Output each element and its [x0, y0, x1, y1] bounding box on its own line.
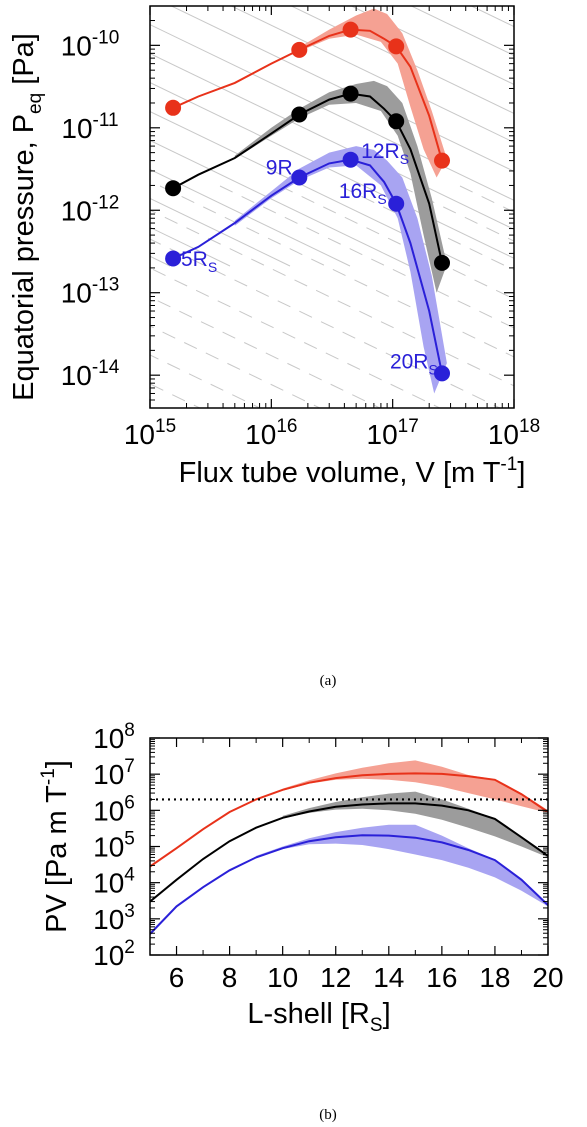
- plot-area-a: [150, 0, 587, 466]
- pv-line-solid: [150, 197, 291, 267]
- pv-background-lines: [150, 0, 587, 466]
- pv-line-dashed: [159, 185, 514, 358]
- y-axis-label-b: PV [Pa m T-1]: [38, 760, 73, 933]
- marker-a-red: [342, 21, 359, 38]
- pv-line-solid: [490, 0, 587, 266]
- band-b-black: [282, 791, 548, 858]
- pv-line-dashed: [150, 354, 262, 408]
- band-a-red: [299, 8, 447, 178]
- pv-line-solid: [550, 0, 587, 266]
- pv-line-solid: [150, 53, 514, 230]
- pv-line-dashed: [580, 186, 587, 466]
- marker-a-blue: [388, 195, 405, 212]
- y-tick-label-b: 107: [93, 756, 135, 790]
- marker-a-blue: [165, 250, 182, 267]
- x-tick-label-b: 8: [222, 962, 238, 993]
- x-tick-label-b: 20: [532, 962, 563, 993]
- marker-a-black: [388, 113, 405, 130]
- annotation-20r: 20RS: [390, 351, 438, 378]
- x-tick-label-a: 1015: [124, 416, 176, 450]
- plot-area-b: [150, 760, 548, 935]
- annotation-16r: 16RS: [339, 180, 387, 207]
- marker-a-black: [434, 254, 450, 271]
- x-tick-label-b: 18: [479, 962, 510, 993]
- caption-b: (b): [319, 1107, 337, 1123]
- pv-line-solid: [350, 6, 514, 86]
- marker-a-black: [165, 180, 182, 197]
- line-b-red: [150, 772, 548, 868]
- x-axis-label-a: Flux tube volume, V [m T-1]: [179, 454, 526, 489]
- pv-line-dashed: [150, 267, 442, 408]
- pv-line-dashed: [150, 209, 514, 387]
- y-tick-label-b: 106: [93, 792, 135, 826]
- x-tick-label-b: 12: [320, 962, 351, 993]
- pv-line-solid: [150, 168, 351, 267]
- y-tick-label-a: 10-14: [61, 357, 120, 391]
- pv-line-dashed: [150, 296, 382, 408]
- pv-line-solid: [230, 6, 514, 143]
- pv-line-dashed: [150, 238, 502, 408]
- x-tick-label-a: 1017: [367, 416, 419, 450]
- x-tick-label-a: 1018: [488, 416, 540, 450]
- marker-a-blue: [434, 365, 450, 382]
- marker-a-red: [388, 38, 405, 55]
- marker-a-black: [291, 106, 308, 123]
- marker-a-blue: [291, 169, 308, 186]
- marker-a-blue: [342, 151, 359, 168]
- band-b-blue: [256, 824, 548, 907]
- marker-a-black: [342, 85, 359, 102]
- pv-line-dashed: [399, 185, 514, 242]
- pv-line-solid: [410, 6, 514, 57]
- x-tick-label-b: 16: [426, 962, 457, 993]
- y-tick-label-b: 102: [93, 937, 135, 971]
- pv-line-solid: [150, 24, 514, 201]
- y-tick-label-a: 10-13: [61, 275, 120, 309]
- y-tick-label-a: 10-11: [61, 110, 118, 144]
- x-tick-label-b: 14: [373, 962, 404, 993]
- annotation-12r: 12RS: [361, 140, 409, 167]
- x-tick-label-b: 6: [169, 962, 185, 993]
- marker-a-red: [291, 41, 308, 58]
- y-tick-label-b: 105: [93, 829, 135, 863]
- line-b-blue: [150, 834, 548, 935]
- caption-a: (a): [320, 673, 337, 689]
- x-tick-label-a: 1016: [245, 416, 297, 450]
- pv-line-dashed: [279, 185, 514, 300]
- y-tick-label-b: 103: [93, 901, 135, 935]
- pv-line-solid: [150, 110, 471, 267]
- annotation-9r: 9RS: [266, 157, 302, 184]
- line-b-black: [150, 802, 548, 903]
- y-tick-label-b: 104: [93, 865, 135, 899]
- x-tick-label-b: 10: [267, 962, 298, 993]
- y-tick-label-b: 108: [93, 720, 135, 754]
- pv-line-solid: [170, 6, 514, 172]
- marker-a-red: [165, 99, 182, 116]
- band-b-red: [282, 760, 548, 813]
- marker-a-red: [434, 152, 450, 169]
- y-axis-label-a: Equatorial pressure, Peq [Pa]: [8, 33, 46, 401]
- chart-a: 1015 1016 1017 1018 10-14 10-13 10-12 10-11 10-1…: [8, 0, 587, 489]
- plot-frame-a: [149, 5, 515, 409]
- annotation-5r: 5RS: [181, 248, 217, 275]
- x-axis-label-b: L-shell [RS]: [247, 998, 390, 1036]
- y-tick-label-a: 10-12: [61, 192, 120, 226]
- pv-line-solid: [150, 139, 411, 267]
- plot-frame-b: [149, 737, 549, 956]
- y-tick-label-a: 10-10: [61, 27, 120, 61]
